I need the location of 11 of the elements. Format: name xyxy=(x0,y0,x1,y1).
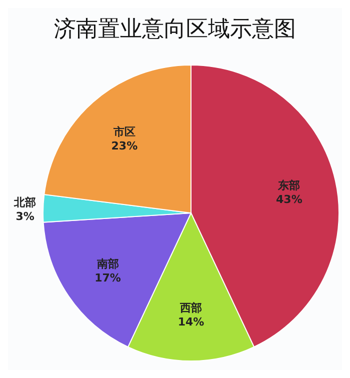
slice-label: 西部 xyxy=(179,302,202,315)
data-label: 3% xyxy=(16,210,34,223)
chart-title: 济南置业意向区域示意图 xyxy=(53,16,297,44)
data-label: 17% xyxy=(94,272,121,285)
slice-label: 市区 xyxy=(112,126,136,139)
slice-label: 东部 xyxy=(277,179,300,192)
slice-label: 南部 xyxy=(96,258,119,271)
data-label: 23% xyxy=(111,140,138,153)
data-label: 14% xyxy=(178,316,204,329)
slice-label: 北部 xyxy=(13,196,36,209)
data-label: 43% xyxy=(276,193,302,206)
